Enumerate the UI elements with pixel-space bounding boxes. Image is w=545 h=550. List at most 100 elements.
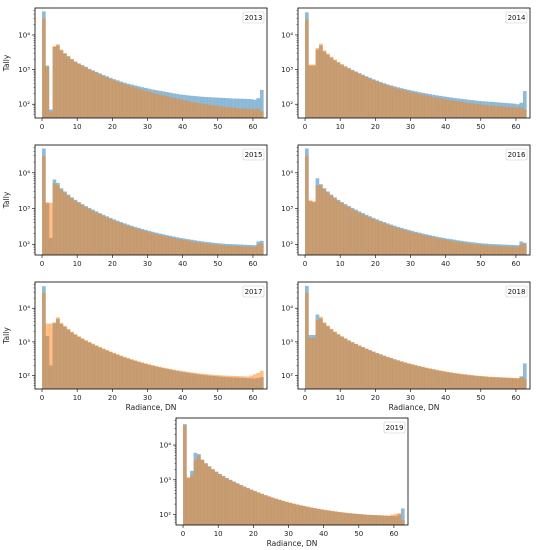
bar-orange-8 <box>333 331 337 389</box>
bar-orange-19 <box>108 219 113 255</box>
year-legend-label: 2017 <box>245 288 263 296</box>
bar-orange-56 <box>501 246 506 255</box>
bar-orange-12 <box>347 68 351 118</box>
bar-orange-1 <box>45 66 50 118</box>
x-tick-label: 30 <box>284 530 293 538</box>
bar-orange-51 <box>221 375 225 389</box>
bar-orange-22 <box>119 223 124 255</box>
bar-orange-18 <box>105 217 109 255</box>
x-tick-label: 20 <box>371 123 380 131</box>
bar-orange-50 <box>217 106 222 118</box>
bar-orange-48 <box>210 374 215 389</box>
bar-orange-13 <box>228 480 233 525</box>
bar-orange-61 <box>397 513 402 525</box>
y-axis-label: Tally <box>2 54 11 72</box>
bar-orange-27 <box>136 229 141 255</box>
x-tick-label: 60 <box>248 260 257 268</box>
bar-orange-47 <box>470 103 474 118</box>
bar-orange-40 <box>445 371 450 389</box>
bar-orange-50 <box>217 375 222 389</box>
x-tick-label: 0 <box>303 260 307 268</box>
bar-orange-59 <box>512 107 517 118</box>
bar-orange-56 <box>238 108 243 118</box>
bars <box>305 285 527 389</box>
bar-orange-4 <box>197 455 201 525</box>
bar-orange-55 <box>235 246 240 255</box>
x-tick-label: 60 <box>389 530 398 538</box>
bar-orange-7 <box>66 195 71 255</box>
bar-orange-56 <box>238 376 243 389</box>
bar-orange-46 <box>466 102 471 118</box>
bar-orange-22 <box>382 84 387 118</box>
bar-orange-44 <box>459 101 464 118</box>
bar-blue-62 <box>400 508 405 525</box>
bar-orange-5 <box>322 322 327 389</box>
plot-frame <box>297 144 531 256</box>
bar-orange-6 <box>204 463 208 525</box>
x-tick-label: 30 <box>143 394 152 402</box>
bar-orange-45 <box>463 242 467 255</box>
bar-orange-0 <box>305 19 309 118</box>
bar-orange-13 <box>87 69 92 118</box>
bar-orange-3 <box>315 47 320 118</box>
bar-orange-48 <box>351 513 356 525</box>
bar-orange-32 <box>417 93 422 118</box>
y-tick-label: 10⁴ <box>18 31 30 39</box>
bar-orange-29 <box>406 231 411 255</box>
bar-orange-42 <box>189 372 194 389</box>
bar-orange-55 <box>498 106 503 118</box>
bar-orange-37 <box>435 369 439 389</box>
bar-orange-42 <box>452 100 457 118</box>
bar-orange-1 <box>308 338 313 389</box>
plot-frame <box>297 281 531 390</box>
bar-orange-21 <box>378 221 383 255</box>
bar-orange-51 <box>362 514 366 525</box>
bar-orange-16 <box>239 485 243 525</box>
bar-orange-12 <box>84 340 88 389</box>
bar-orange-48 <box>473 103 478 118</box>
bar-orange-34 <box>424 235 429 255</box>
bar-orange-10 <box>218 474 222 525</box>
bar-orange-55 <box>235 376 240 389</box>
bar-orange-11 <box>343 338 348 389</box>
bar-orange-35 <box>165 96 169 118</box>
bar-orange-26 <box>396 88 401 118</box>
histogram-panel-2014: 0 10 20 30 40 50 60 10² 10³ 10⁴ 2014 <box>281 7 531 131</box>
plot-frame <box>34 7 268 119</box>
bar-orange-6 <box>326 53 330 118</box>
bar-orange-31 <box>151 92 155 118</box>
bar-orange-36 <box>431 96 436 118</box>
year-legend-label: 2016 <box>508 151 526 159</box>
bar-orange-22 <box>119 82 124 118</box>
bar-orange-19 <box>371 351 376 389</box>
y-tick-label: 10³ <box>159 476 171 484</box>
bar-orange-38 <box>438 98 443 118</box>
bar-orange-42 <box>189 101 194 118</box>
bar-orange-47 <box>207 243 211 255</box>
bar-orange-36 <box>168 237 173 255</box>
bar-blue-62 <box>522 91 527 118</box>
bar-orange-42 <box>330 510 335 525</box>
bar-orange-49 <box>214 375 218 389</box>
bar-orange-43 <box>456 373 460 389</box>
bar-orange-51 <box>484 245 488 255</box>
x-tick-label: 20 <box>371 394 380 402</box>
x-tick-label: 40 <box>319 530 328 538</box>
bar-orange-43 <box>193 241 197 255</box>
bar-orange-35 <box>428 236 432 255</box>
bar-orange-24 <box>126 225 131 255</box>
bar-orange-8 <box>70 198 74 255</box>
year-legend-box <box>383 421 406 434</box>
bar-orange-30 <box>410 232 415 255</box>
bar-orange-37 <box>313 508 317 525</box>
bar-orange-16 <box>98 74 102 118</box>
bar-orange-38 <box>316 508 321 525</box>
bar-orange-38 <box>175 370 180 389</box>
bar-orange-51 <box>484 104 488 118</box>
bar-orange-36 <box>168 368 173 389</box>
bar-orange-53 <box>228 107 232 118</box>
bar-orange-55 <box>498 246 503 255</box>
bar-blue-57 <box>242 98 247 118</box>
y-tick-label: 10³ <box>18 338 30 346</box>
